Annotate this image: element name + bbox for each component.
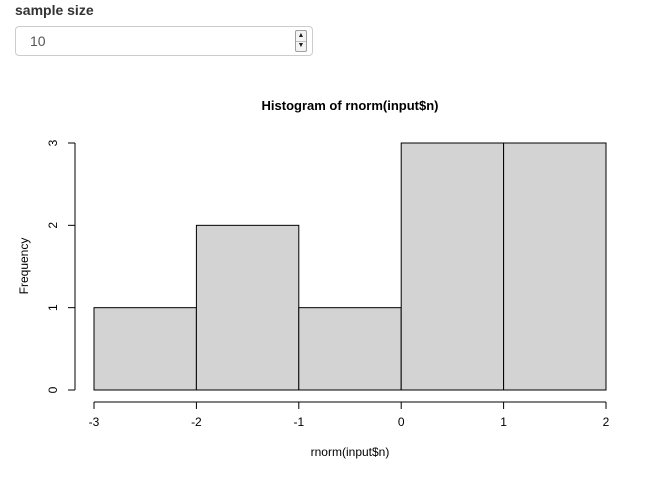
sample-size-value[interactable]: 10 — [30, 33, 46, 49]
number-spinner[interactable]: ▲ ▼ — [295, 30, 307, 52]
sample-size-label: sample size — [15, 2, 94, 18]
y-tick-label: 0 — [46, 386, 60, 393]
x-tick-label: 2 — [603, 415, 610, 429]
histogram-bar — [195, 224, 300, 391]
x-axis-label: rnorm(input$n) — [311, 445, 390, 459]
x-tick-label: 0 — [398, 415, 405, 429]
y-tick-label: 1 — [46, 304, 60, 311]
triangle-up-icon[interactable]: ▲ — [296, 31, 306, 42]
x-axis: -3 -2 -1 0 1 2 — [89, 401, 610, 429]
chart-title: Histogram of rnorm(input$n) — [262, 98, 439, 113]
sample-size-numeric-input[interactable]: 10 ▲ ▼ — [15, 26, 313, 56]
y-axis-label: Frequency — [17, 238, 31, 295]
x-tick-label: -1 — [293, 415, 304, 429]
x-tick-label: 1 — [500, 415, 507, 429]
histogram-bar — [93, 307, 197, 391]
x-tick-label: -2 — [191, 415, 202, 429]
histogram-plot: Histogram of rnorm(input$n) rnorm(input$… — [17, 98, 610, 459]
y-tick-label: 2 — [46, 222, 60, 229]
histogram-bar — [503, 142, 607, 391]
histogram-bars — [93, 142, 607, 391]
y-axis: 0 1 2 3 — [46, 139, 76, 393]
y-tick-label: 3 — [46, 139, 60, 146]
x-tick-label: -3 — [89, 415, 100, 429]
histogram-bar — [400, 142, 505, 391]
triangle-down-icon[interactable]: ▼ — [297, 42, 305, 49]
histogram-bar — [298, 307, 402, 391]
